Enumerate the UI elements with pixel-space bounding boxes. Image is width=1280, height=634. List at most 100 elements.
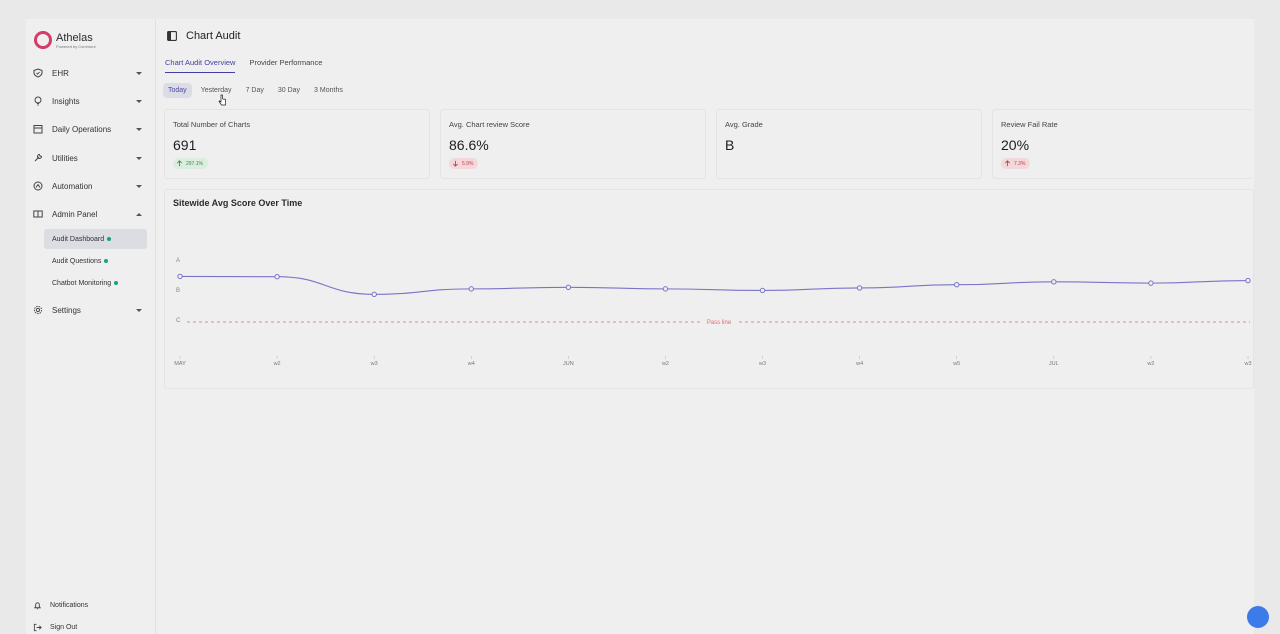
sidebar-item-label: Daily Operations: [52, 124, 112, 134]
lightbulb-icon: [33, 96, 43, 106]
chevron-down-icon: [136, 156, 142, 160]
x-tick-label: w4: [467, 361, 475, 367]
data-point: [1051, 279, 1057, 285]
trend-badge-value: 7.3%: [1014, 160, 1026, 167]
y-tick-label: A: [176, 258, 180, 264]
x-tick-label: w5: [952, 361, 960, 367]
status-dot-icon: [107, 237, 112, 241]
trend-badge: 297.1%: [173, 158, 208, 169]
chevron-down-icon: [136, 184, 142, 188]
sidebar-subitem-label: Audit Dashboard: [52, 235, 105, 243]
notifications-link[interactable]: Notifications: [33, 601, 88, 610]
sidebar-toggle-icon[interactable]: [167, 31, 177, 41]
sidebar-item-label: Utilities: [52, 153, 78, 163]
main-content: Chart Audit Chart Audit Overview Provide…: [157, 19, 1254, 634]
sign-out-link[interactable]: Sign Out: [33, 623, 77, 632]
arrow-up-icon: [177, 160, 182, 167]
range-yesterday[interactable]: Yesterday: [200, 87, 232, 94]
sidebar-item-label: EHR: [52, 68, 69, 78]
automation-icon: [33, 181, 43, 191]
help-chat-button[interactable]: [1247, 606, 1269, 628]
sidebar-item-settings[interactable]: Settings: [26, 299, 146, 321]
tab-provider-performance[interactable]: Provider Performance: [249, 58, 323, 67]
notifications-label: Notifications: [50, 602, 89, 609]
tab-bar: Chart Audit Overview Provider Performanc…: [165, 58, 336, 73]
x-tick-label: JUL: [1049, 361, 1059, 367]
range-7-day[interactable]: 7 Day: [245, 87, 264, 94]
sidebar-subitem-label: Chatbot Monitoring: [52, 279, 112, 287]
x-tick-label: w4: [855, 361, 863, 367]
trend-badge-value: 5.9%: [462, 160, 474, 167]
mouse-cursor-icon: [218, 94, 226, 106]
x-tick-label: w3: [758, 361, 766, 367]
data-point: [468, 286, 474, 292]
brand-logo[interactable]: Athelas Powered by Commure: [34, 31, 96, 49]
trend-badge-value: 297.1%: [186, 160, 203, 167]
app-window: Athelas Powered by Commure EHR Insights …: [26, 19, 1254, 634]
x-tick-label: w3: [370, 361, 378, 367]
status-dot-icon: [114, 281, 119, 285]
shield-icon: [33, 68, 43, 78]
chevron-up-icon: [136, 212, 142, 216]
sidebar-item-automation[interactable]: Automation: [26, 175, 146, 197]
chevron-down-icon: [136, 127, 142, 131]
data-point: [177, 273, 183, 280]
range-30-day[interactable]: 30 Day: [277, 87, 301, 94]
sidebar-subitem-chatbot-monitoring[interactable]: Chatbot Monitoring: [44, 273, 147, 293]
stat-card-label: Avg. Chart review Score: [449, 120, 530, 129]
x-tick-label: w2: [1146, 361, 1154, 367]
sidebar-subitem-audit-dashboard[interactable]: Audit Dashboard: [44, 229, 147, 249]
stat-card-label: Avg. Grade: [725, 120, 763, 129]
bell-icon: [33, 602, 42, 610]
sidebar-item-label: Admin Panel: [52, 209, 98, 219]
stat-card-label: Review Fail Rate: [1001, 120, 1058, 129]
x-tick-label: w2: [661, 361, 669, 367]
data-point: [954, 282, 960, 288]
sidebar-item-admin-panel[interactable]: Admin Panel: [26, 203, 146, 225]
date-range-filter: Today Yesterday 7 Day 30 Day 3 Months: [163, 83, 352, 98]
stat-card-value: 691: [173, 137, 197, 153]
data-point: [371, 291, 377, 298]
brand-name: Athelas: [56, 31, 93, 44]
line-chart: A B C Pass line MAY w2 w3 w4 JUN w2 w3 w4 w5 JUL w2 w3: [174, 258, 1251, 367]
chevron-down-icon: [136, 308, 142, 312]
wrench-icon: [33, 153, 43, 163]
status-dot-icon: [104, 259, 109, 263]
sidebar-item-utilities[interactable]: Utilities: [26, 147, 146, 169]
trend-badge: 7.3%: [1001, 158, 1031, 169]
stat-card-avg-grade: Avg. Grade B: [716, 109, 982, 179]
brand-subtitle: Powered by Commure: [56, 43, 96, 49]
sidebar-item-daily-operations[interactable]: Daily Operations: [26, 118, 146, 140]
stat-card-total-charts: Total Number of Charts 691 297.1%: [164, 109, 430, 179]
arrow-down-icon: [453, 160, 458, 167]
range-3-months[interactable]: 3 Months: [314, 87, 343, 94]
stat-card-label: Total Number of Charts: [173, 120, 251, 129]
stat-card-review-fail-rate: Review Fail Rate 20% 7.3%: [992, 109, 1254, 179]
range-today[interactable]: Today: [163, 83, 192, 98]
stat-card-value: B: [725, 137, 735, 153]
sign-out-icon: [33, 623, 42, 632]
data-point: [1245, 277, 1251, 284]
data-point: [856, 285, 863, 291]
pass-line-label-bg: [700, 318, 738, 326]
data-point: [274, 274, 280, 280]
page-header: Chart Audit: [167, 30, 240, 42]
chevron-down-icon: [136, 99, 142, 103]
sidebar-subitem-label: Audit Questions: [52, 257, 102, 265]
sidebar-item-ehr[interactable]: EHR: [26, 62, 146, 84]
x-tick-label: JUN: [563, 361, 574, 367]
gear-icon: [33, 305, 43, 315]
stat-card-value: 20%: [1001, 137, 1030, 153]
sidebar-item-insights[interactable]: Insights: [26, 90, 146, 112]
sidebar: Athelas Powered by Commure EHR Insights …: [26, 19, 156, 634]
tab-chart-audit-overview[interactable]: Chart Audit Overview: [165, 58, 236, 73]
data-point: [1148, 280, 1154, 286]
data-point: [565, 284, 572, 290]
x-tick-label: w2: [273, 361, 281, 367]
stat-card-value: 86.6%: [449, 137, 489, 153]
chart-title: Sitewide Avg Score Over Time: [173, 198, 303, 208]
sidebar-subitem-audit-questions[interactable]: Audit Questions: [44, 251, 147, 271]
sidebar-item-label: Automation: [52, 181, 93, 191]
pass-line-label: Pass line: [707, 320, 732, 326]
calendar-icon: [33, 124, 43, 134]
